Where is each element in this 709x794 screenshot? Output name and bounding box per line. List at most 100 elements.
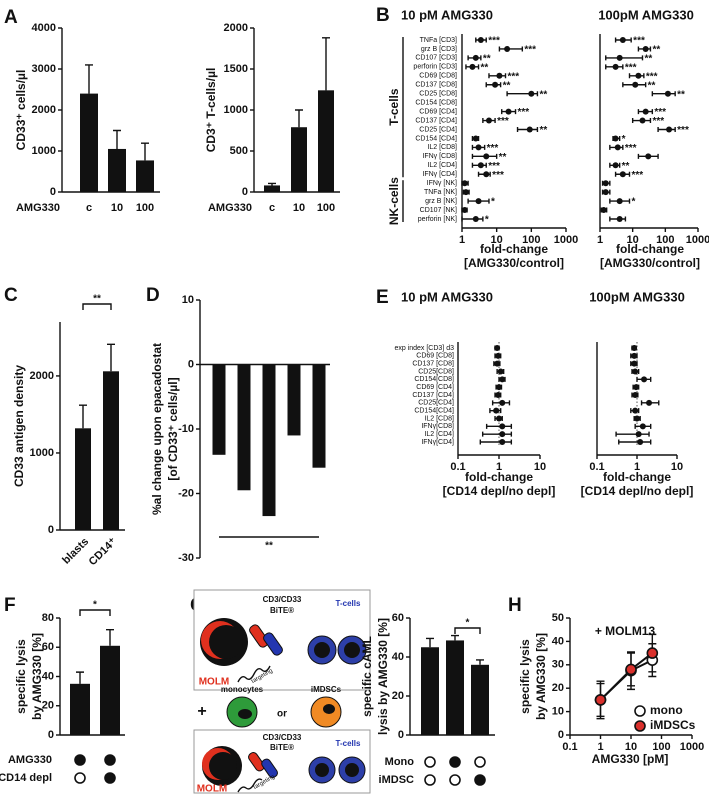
row-label: CD25[CD4] bbox=[418, 400, 454, 407]
y-axis-label: CD3⁺ T-cells/µl bbox=[204, 68, 218, 153]
design-dot bbox=[474, 774, 486, 786]
point bbox=[666, 126, 673, 133]
bar bbox=[212, 364, 226, 455]
y-axis-label: specific lysis bbox=[14, 639, 28, 714]
row-label: AMG330 bbox=[208, 202, 252, 214]
row-label: CD154[CD4] bbox=[414, 408, 454, 415]
row-label: CD25 [CD8] bbox=[419, 91, 457, 98]
point bbox=[526, 126, 533, 133]
row-label: CD137 [CD4] bbox=[412, 392, 454, 399]
point bbox=[483, 171, 490, 178]
point bbox=[635, 431, 642, 438]
error-bar bbox=[268, 182, 276, 186]
bar bbox=[103, 371, 119, 530]
diagram-label: CD3/CD33 bbox=[263, 733, 302, 742]
x-tick-label: 1 bbox=[597, 234, 603, 246]
chart-title: 10 pM AMG330 bbox=[401, 289, 493, 304]
row-label: CD154 [CD8] bbox=[415, 99, 457, 106]
diagram-label: iMDSCs bbox=[311, 685, 342, 694]
point bbox=[477, 162, 484, 169]
row-label: CD69 [CD4] bbox=[419, 108, 457, 115]
point bbox=[499, 423, 506, 430]
y-tick-label: 20 bbox=[552, 682, 564, 694]
targeting-arrow bbox=[237, 665, 271, 683]
y-tick-label: 0 bbox=[48, 729, 54, 741]
row-label: CD69 [CD8] bbox=[416, 353, 454, 360]
diagram-label: MOLM bbox=[199, 677, 230, 688]
bar bbox=[446, 640, 464, 735]
design-dot bbox=[424, 756, 436, 768]
significance-label: *** bbox=[488, 161, 500, 172]
y-tick-label: 1000 bbox=[32, 145, 56, 157]
significance-label: * bbox=[466, 618, 470, 629]
y-tick-label: 40 bbox=[42, 670, 54, 682]
row-label: CD69 [CD8] bbox=[419, 73, 457, 80]
diagram-label: monocytes bbox=[221, 685, 264, 694]
row-label: TNFa [CD3] bbox=[420, 37, 457, 44]
row-label: perforin [NK] bbox=[418, 216, 457, 223]
marker bbox=[594, 694, 607, 706]
x-tick-label: 10 bbox=[625, 741, 637, 753]
point bbox=[475, 144, 482, 151]
point bbox=[639, 423, 646, 430]
y-tick-label: 4000 bbox=[32, 22, 56, 34]
x-tick-label: 10 bbox=[111, 202, 123, 214]
row-label: CD107 [NK] bbox=[420, 207, 457, 214]
x-axis-label: [AMG330/control] bbox=[464, 256, 564, 270]
significance-label: ** bbox=[481, 62, 489, 73]
y-tick-label: 0 bbox=[50, 186, 56, 198]
t-cell-core bbox=[344, 642, 360, 658]
y-tick-label: 30 bbox=[552, 659, 564, 671]
significance-label: *** bbox=[487, 143, 499, 154]
y-tick-label: 10 bbox=[182, 294, 194, 306]
row-label: exp index [CD3] d3 bbox=[394, 345, 454, 352]
y-tick-label: -20 bbox=[178, 487, 194, 499]
panel-letter: F bbox=[4, 595, 16, 616]
bite-red bbox=[249, 624, 269, 648]
design-label: Mono bbox=[385, 756, 415, 768]
x-tick-label: 1000 bbox=[554, 234, 578, 246]
y-axis-label: CD33⁺ cells/µl bbox=[14, 70, 28, 151]
point bbox=[505, 108, 512, 115]
significance-label: * bbox=[93, 600, 97, 611]
bite-blue bbox=[263, 632, 283, 656]
significance-label: *** bbox=[654, 107, 666, 118]
x-axis-label: [CD14 depl/no depl] bbox=[443, 484, 556, 498]
significance-label: ** bbox=[645, 54, 653, 65]
panel-letter: C bbox=[4, 285, 18, 306]
marker bbox=[625, 663, 637, 676]
panel-letter: E bbox=[376, 287, 389, 308]
y-axis-label: %al change upon epacadostat bbox=[150, 343, 164, 515]
row-label: CD137 [CD8] bbox=[415, 82, 457, 89]
significance-label: ** bbox=[265, 541, 273, 552]
error-bar bbox=[485, 423, 513, 429]
bar bbox=[100, 645, 120, 735]
point bbox=[461, 207, 468, 214]
error-bar bbox=[476, 659, 484, 665]
panel-letter: A bbox=[4, 7, 18, 28]
error-bar bbox=[85, 64, 93, 94]
point bbox=[495, 352, 502, 359]
point bbox=[646, 399, 653, 406]
bar bbox=[262, 364, 276, 517]
point bbox=[633, 384, 640, 391]
row-label: grz B [NK] bbox=[425, 198, 457, 205]
point bbox=[642, 108, 649, 115]
y-axis-label: by AMG330 [%] bbox=[534, 633, 548, 720]
y-tick-label: 80 bbox=[42, 612, 54, 624]
point bbox=[602, 180, 609, 187]
significance-label: *** bbox=[497, 116, 509, 127]
point bbox=[495, 392, 502, 398]
target-cell-core bbox=[209, 625, 243, 659]
x-tick-label: 1 bbox=[459, 234, 465, 246]
point bbox=[477, 37, 484, 43]
y-tick-label: 0 bbox=[188, 358, 194, 370]
significance-label: * bbox=[491, 197, 495, 208]
point bbox=[639, 117, 646, 124]
error-bar bbox=[479, 439, 513, 445]
point bbox=[496, 72, 503, 79]
x-tick-label: 1000 bbox=[686, 234, 709, 246]
bar bbox=[136, 160, 154, 192]
design-dot bbox=[449, 774, 461, 786]
x-axis-label: [AMG330/control] bbox=[600, 256, 700, 270]
